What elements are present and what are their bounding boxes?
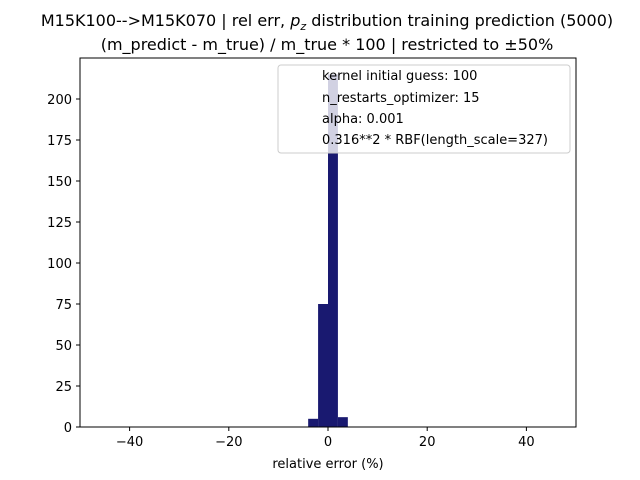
histogram-bar-1 bbox=[318, 304, 328, 427]
y-tick-label: 100 bbox=[47, 257, 72, 272]
legend-entry-restarts: n_restarts_optimizer: 15 bbox=[322, 91, 480, 106]
histogram-bar-3 bbox=[337, 417, 348, 427]
y-tick-label: 0 bbox=[64, 421, 72, 436]
x-axis-label: relative error (%) bbox=[272, 457, 383, 472]
y-tick-label: 125 bbox=[47, 216, 72, 231]
legend-box bbox=[277, 64, 571, 154]
histogram-bar-2 bbox=[328, 74, 338, 428]
y-tick-label: 75 bbox=[55, 298, 72, 313]
y-tick-label: 150 bbox=[47, 175, 72, 190]
axis-ticks: −40 −20 0 20 40 0 25 50 75 100 125 150 175 200 bbox=[47, 93, 535, 450]
x-tick-label: 40 bbox=[518, 435, 535, 450]
legend-entry-kernel-guess: kernel initial guess: 100 bbox=[322, 69, 477, 84]
histogram-bars bbox=[308, 74, 348, 428]
chart-title-line2: (m_predict - m_true) / m_true * 100 | re… bbox=[101, 35, 554, 55]
x-tick-label: 20 bbox=[419, 435, 436, 450]
histogram-bar-0 bbox=[308, 418, 319, 427]
y-tick-label: 50 bbox=[55, 339, 72, 354]
legend-entry-kernel: 0.316**2 * RBF(length_scale=327) bbox=[322, 133, 548, 148]
legend-entry-alpha: alpha: 0.001 bbox=[322, 112, 404, 127]
legend: kernel initial guess: 100 n_restarts_opt… bbox=[277, 64, 571, 154]
y-tick-label: 200 bbox=[47, 93, 72, 108]
y-tick-label: 175 bbox=[47, 134, 72, 149]
plot-frame bbox=[79, 57, 577, 428]
x-tick-label: −40 bbox=[116, 435, 143, 450]
chart-title-line1: M15K100-->M15K070 | rel err, pz distribu… bbox=[41, 11, 613, 33]
x-tick-label: 0 bbox=[324, 435, 332, 450]
y-tick-label: 25 bbox=[55, 380, 72, 395]
x-tick-label: −20 bbox=[215, 435, 242, 450]
